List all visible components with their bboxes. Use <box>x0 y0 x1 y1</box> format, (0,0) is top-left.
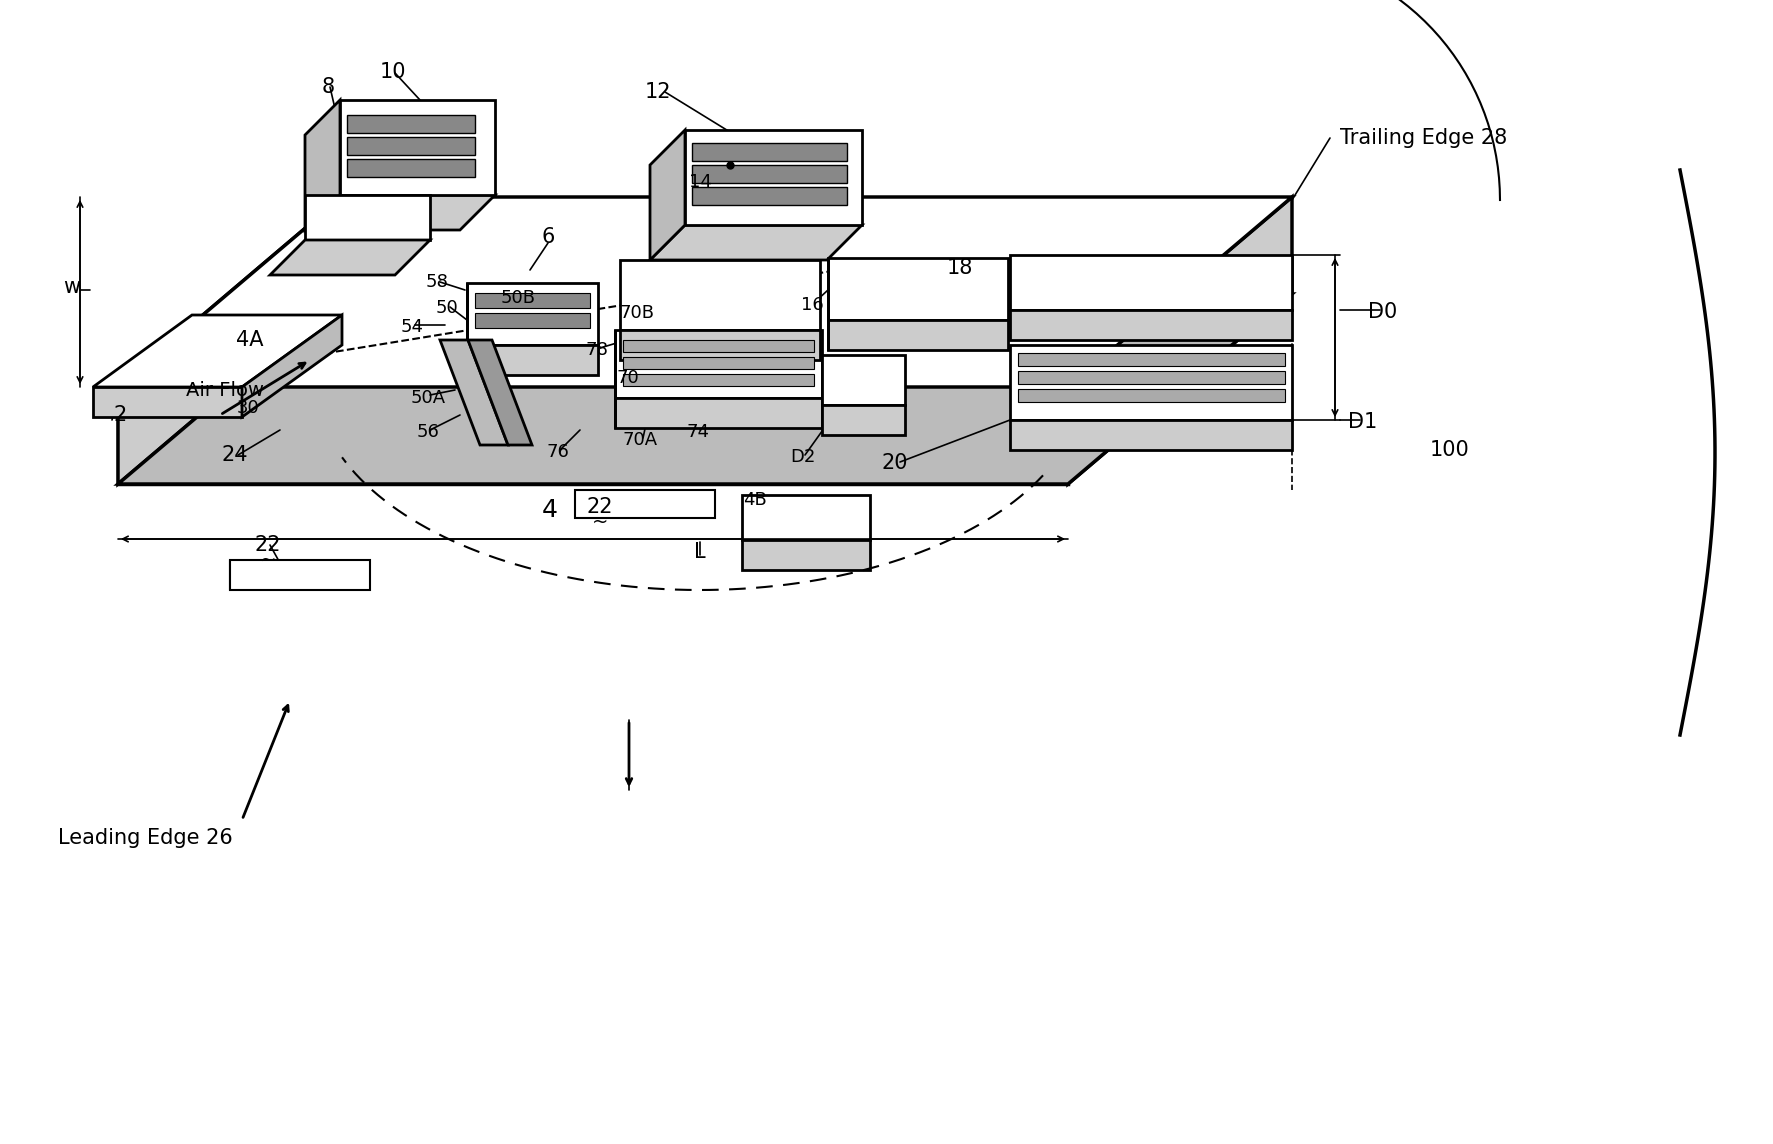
Polygon shape <box>615 398 821 428</box>
Polygon shape <box>348 159 475 177</box>
Polygon shape <box>92 315 342 387</box>
Polygon shape <box>691 186 846 205</box>
Polygon shape <box>1009 255 1291 310</box>
Text: 58: 58 <box>426 273 449 291</box>
Polygon shape <box>649 130 684 260</box>
Polygon shape <box>119 197 342 484</box>
Polygon shape <box>622 340 814 352</box>
Polygon shape <box>619 260 819 329</box>
Text: Air Flow: Air Flow <box>186 381 264 399</box>
Polygon shape <box>475 313 590 328</box>
Polygon shape <box>305 194 429 240</box>
Polygon shape <box>828 320 1007 350</box>
Text: Trailing Edge 28: Trailing Edge 28 <box>1339 128 1507 148</box>
Text: 8: 8 <box>321 77 335 97</box>
Text: 76: 76 <box>546 443 569 461</box>
Polygon shape <box>574 490 715 518</box>
Polygon shape <box>741 495 869 540</box>
Polygon shape <box>691 165 846 183</box>
Text: 50: 50 <box>436 299 457 317</box>
Text: 2: 2 <box>113 405 126 426</box>
Text: 4A: 4A <box>236 329 264 350</box>
Text: 16: 16 <box>800 296 823 313</box>
Text: 10: 10 <box>379 62 406 82</box>
Polygon shape <box>684 130 862 225</box>
Text: L: L <box>693 542 706 562</box>
Text: 70A: 70A <box>622 431 658 448</box>
Text: 4: 4 <box>543 498 558 522</box>
Text: ~: ~ <box>592 513 608 532</box>
Text: D2: D2 <box>789 448 816 466</box>
Text: 78: 78 <box>585 341 608 359</box>
Polygon shape <box>622 357 814 370</box>
Polygon shape <box>305 100 340 230</box>
Polygon shape <box>340 100 495 194</box>
Polygon shape <box>230 561 371 590</box>
Text: 50A: 50A <box>410 389 445 407</box>
Text: 4B: 4B <box>743 491 766 509</box>
Polygon shape <box>305 194 495 230</box>
Polygon shape <box>1009 420 1291 450</box>
Text: 74: 74 <box>686 423 709 440</box>
Text: 30: 30 <box>236 399 259 418</box>
Polygon shape <box>468 340 532 445</box>
Polygon shape <box>92 387 241 418</box>
Polygon shape <box>1067 197 1291 484</box>
Text: 24: 24 <box>222 445 248 464</box>
Text: D0: D0 <box>1367 302 1397 321</box>
Polygon shape <box>119 294 1291 484</box>
Polygon shape <box>1018 389 1284 402</box>
Text: 12: 12 <box>644 82 670 102</box>
Polygon shape <box>828 259 1007 320</box>
Text: 70: 70 <box>617 370 638 387</box>
Polygon shape <box>466 283 598 345</box>
Polygon shape <box>1009 345 1291 420</box>
Text: 6: 6 <box>541 227 555 247</box>
Text: 50B: 50B <box>500 289 535 307</box>
Polygon shape <box>348 116 475 133</box>
Polygon shape <box>821 405 904 435</box>
Polygon shape <box>1009 310 1291 340</box>
Text: Leading Edge 26: Leading Edge 26 <box>59 828 232 848</box>
Polygon shape <box>622 374 814 386</box>
Polygon shape <box>466 345 598 375</box>
Text: w: w <box>64 277 80 297</box>
Polygon shape <box>1018 371 1284 384</box>
Polygon shape <box>348 137 475 154</box>
Polygon shape <box>615 329 821 398</box>
Text: 20: 20 <box>881 453 908 472</box>
Text: 100: 100 <box>1429 440 1470 460</box>
Polygon shape <box>119 387 1067 484</box>
Text: 14: 14 <box>688 173 711 191</box>
Text: 70B: 70B <box>619 304 654 321</box>
Text: 54: 54 <box>401 318 424 336</box>
Polygon shape <box>440 340 507 445</box>
Polygon shape <box>1018 353 1284 366</box>
Text: 56: 56 <box>417 423 440 440</box>
Polygon shape <box>649 225 862 260</box>
Polygon shape <box>269 240 429 275</box>
Text: 18: 18 <box>947 259 973 278</box>
Text: 22: 22 <box>587 496 613 517</box>
Polygon shape <box>241 315 342 418</box>
Text: ~: ~ <box>259 550 277 570</box>
Polygon shape <box>475 293 590 308</box>
Polygon shape <box>119 197 1291 387</box>
Polygon shape <box>619 329 819 360</box>
Polygon shape <box>821 355 904 405</box>
Text: D1: D1 <box>1347 412 1378 432</box>
Polygon shape <box>741 540 869 570</box>
Polygon shape <box>691 143 846 161</box>
Text: 22: 22 <box>255 535 282 555</box>
